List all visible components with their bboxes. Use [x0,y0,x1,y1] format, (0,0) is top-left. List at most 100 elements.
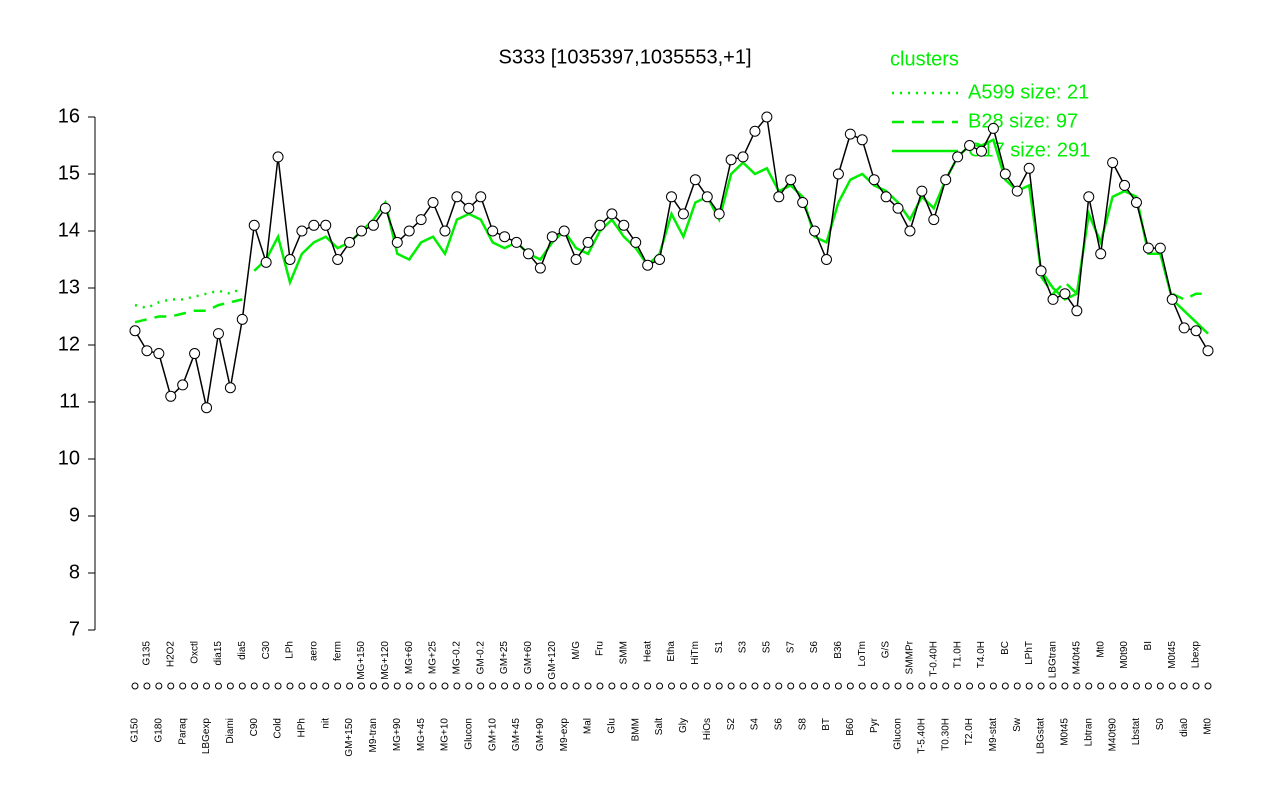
rug-point [477,682,485,690]
x-tick-label: Pyr [869,717,880,733]
data-point [904,225,916,237]
data-point [975,145,987,157]
data-point [391,236,403,248]
rug-point [620,682,628,690]
data-point [677,208,689,220]
rug-point [727,682,735,690]
data-point [987,122,999,134]
rug-point [214,682,222,690]
x-tick-label: HPh [297,718,308,737]
rug-point [1109,682,1117,690]
data-point [177,379,189,391]
data-point [320,219,332,231]
data-point [606,208,618,220]
rug-point [906,682,914,690]
x-tick-label: LBGstat [1036,718,1047,754]
data-point [737,151,749,163]
rug-point [143,682,151,690]
rug-point [1085,682,1093,690]
x-tick-label: G/S [881,641,892,659]
rug-point [346,682,354,690]
rug-point [274,682,282,690]
x-tick-label: G135 [142,641,153,666]
rug-point [548,682,556,690]
rug-point [763,682,771,690]
data-point [666,191,677,203]
data-point [1142,242,1154,254]
data-point [558,225,570,237]
x-tick-label: B60 [845,718,856,736]
data-point [260,256,272,268]
x-tick-label: dia15 [213,641,224,666]
rug-point [739,682,747,690]
data-point [236,313,248,325]
rug-point [489,682,497,690]
rug-point [334,682,342,690]
rug-point [1180,682,1188,690]
rug-point [691,682,699,690]
rug-point [393,682,401,690]
data-point [832,168,844,180]
x-tick-label: MG+90 [392,718,403,752]
rug-point [536,682,544,690]
rug-point [834,682,842,690]
rug-point [679,682,687,690]
y-tick-label: 14 [58,219,80,241]
data-point [1023,162,1035,174]
x-tick-label: M0t45 [1060,718,1071,746]
x-tick-label: M9-tran [368,718,379,752]
rug-point [298,682,306,690]
data-point [212,328,224,340]
rug-point [203,682,211,690]
x-tick-label: BMM [630,718,641,741]
x-tick-label: Cold [273,718,284,739]
rug-point [989,682,997,690]
cluster-line [253,138,1209,335]
x-tick-label: LBGexp [201,718,212,755]
x-tick-label: MG+120 [380,641,391,680]
data-point [248,219,260,231]
data-point [367,219,379,231]
data-point [761,111,773,123]
data-point [439,225,451,237]
x-tick-label: GM-0.2 [475,641,486,675]
data-point [201,402,213,414]
x-tick-label: MG-0.2 [452,641,463,675]
data-point [785,174,797,186]
y-tick-label: 16 [58,105,80,127]
legend-label: C17 size: 291 [968,139,1090,161]
x-tick-label: Mt0 [1203,718,1214,735]
data-point [868,174,880,186]
x-tick-label: Heat [642,641,653,662]
data-point [379,202,391,214]
data-point [654,254,666,265]
data-point [916,185,928,197]
rug-point [1192,682,1200,690]
x-tick-label: T2.0H [964,718,975,745]
data-point [773,191,785,203]
x-tick-label: MG+25 [428,641,439,675]
data-point [928,214,940,226]
data-point [797,197,809,208]
rug-point [715,682,723,690]
x-tick-label: nit [320,718,331,729]
x-tick-label: BT [821,718,832,731]
x-tick-label: Lbtran [1083,718,1094,746]
x-tick-label: S4 [750,718,761,731]
x-tick-label: Mal [583,718,594,734]
rug-point [1001,682,1009,690]
legend-title: clusters [890,48,959,70]
data-point [1047,293,1059,305]
rug-point [167,682,175,690]
data-point [415,214,427,226]
x-tick-label: M40t45 [1071,641,1082,675]
rug-point [250,682,258,690]
x-tick-label: S6 [773,718,784,731]
x-tick-label: SMMPr [905,640,916,674]
rug-point [226,682,234,690]
rug-point [524,682,532,690]
rug-point [310,682,318,690]
rug-point [1144,682,1152,690]
data-point [1190,325,1202,337]
